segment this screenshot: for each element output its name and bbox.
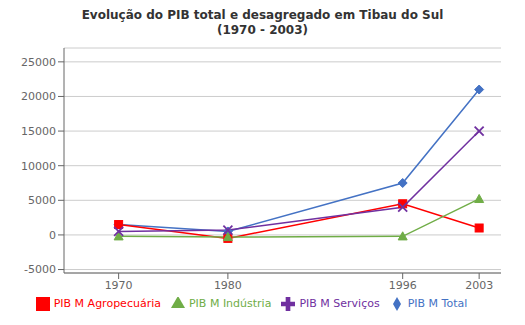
svg-text:10000: 10000 bbox=[21, 160, 56, 173]
html-text:PIB M Total: PIB M Total bbox=[407, 297, 468, 310]
svg-text:2003: 2003 bbox=[465, 279, 493, 292]
html-text:Evolução do PIB total e desagr: Evolução do PIB total e desagregado em T… bbox=[81, 8, 444, 22]
svg-text:0: 0 bbox=[49, 229, 56, 242]
svg-text:5000: 5000 bbox=[28, 194, 56, 207]
html-text:(1970 - 2003): (1970 - 2003) bbox=[216, 23, 308, 37]
svg-text:1996: 1996 bbox=[389, 279, 417, 292]
html-text:PIB M Indústria: PIB M Indústria bbox=[189, 297, 272, 310]
svg-text:20000: 20000 bbox=[21, 90, 56, 103]
svg-text:1970: 1970 bbox=[105, 279, 133, 292]
html-text:PIB M Serviços: PIB M Serviços bbox=[299, 297, 380, 310]
html-text:PIB M Agropecuária: PIB M Agropecuária bbox=[53, 297, 161, 310]
svg-text:1980: 1980 bbox=[214, 279, 242, 292]
svg-text:25000: 25000 bbox=[21, 56, 56, 69]
svg-text:15000: 15000 bbox=[21, 125, 56, 138]
svg-text:-5000: -5000 bbox=[24, 263, 56, 276]
